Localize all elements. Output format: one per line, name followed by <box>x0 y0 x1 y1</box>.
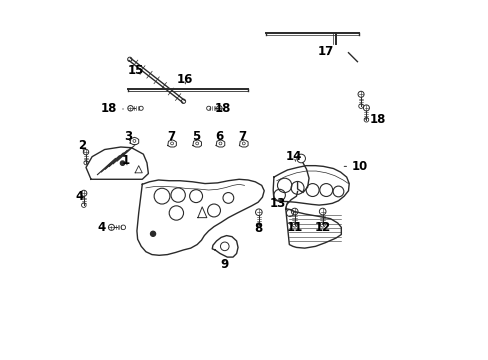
Polygon shape <box>130 137 139 144</box>
Text: 6: 6 <box>215 130 223 144</box>
Text: 18: 18 <box>101 103 123 116</box>
Text: 16: 16 <box>177 73 193 86</box>
Text: 15: 15 <box>128 64 144 77</box>
Polygon shape <box>239 140 247 147</box>
Polygon shape <box>86 147 148 179</box>
Text: 4: 4 <box>97 221 111 234</box>
Circle shape <box>120 161 124 165</box>
Polygon shape <box>137 179 264 255</box>
Text: 14: 14 <box>285 150 302 163</box>
Text: 2: 2 <box>78 139 86 152</box>
Polygon shape <box>273 166 348 205</box>
Text: 7: 7 <box>238 130 246 144</box>
Text: 11: 11 <box>286 221 302 234</box>
Text: 10: 10 <box>344 160 367 173</box>
Polygon shape <box>212 235 238 257</box>
Text: 5: 5 <box>192 130 200 144</box>
Text: 18: 18 <box>209 103 231 116</box>
Polygon shape <box>216 140 224 147</box>
Text: 13: 13 <box>269 197 286 210</box>
Text: 12: 12 <box>314 221 330 234</box>
Text: 1: 1 <box>121 154 129 167</box>
Text: 17: 17 <box>318 45 334 58</box>
Text: 18: 18 <box>364 113 385 126</box>
Circle shape <box>150 231 155 236</box>
Text: 8: 8 <box>254 222 263 235</box>
Text: 4: 4 <box>75 190 83 203</box>
Polygon shape <box>192 140 201 147</box>
Text: 3: 3 <box>123 130 132 144</box>
Polygon shape <box>167 140 176 147</box>
Polygon shape <box>285 209 341 248</box>
Text: 9: 9 <box>220 258 228 271</box>
Text: 7: 7 <box>166 130 175 144</box>
